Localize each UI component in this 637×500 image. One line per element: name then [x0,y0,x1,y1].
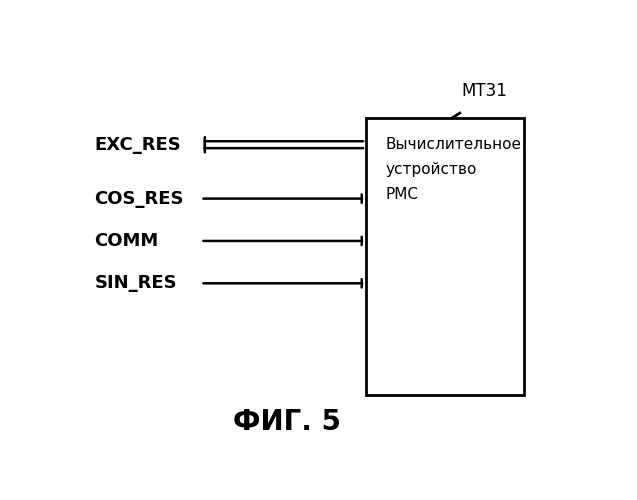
Text: PMC: PMC [386,187,419,202]
Text: устройство: устройство [386,162,477,177]
Text: ФИГ. 5: ФИГ. 5 [233,408,341,436]
Text: SIN_RES: SIN_RES [94,274,177,292]
Text: COS_RES: COS_RES [94,190,184,208]
Text: COMM: COMM [94,232,159,250]
Text: EXC_RES: EXC_RES [94,136,181,154]
FancyBboxPatch shape [366,118,524,395]
Text: МТ31: МТ31 [461,82,508,100]
Text: Вычислительное: Вычислительное [386,137,522,152]
